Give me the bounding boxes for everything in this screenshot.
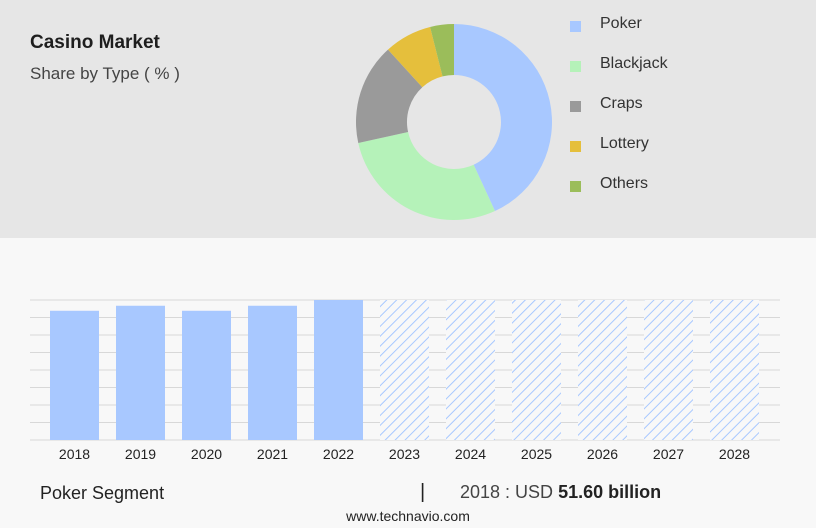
legend-swatch xyxy=(570,21,581,32)
legend-label: Lottery xyxy=(600,135,649,152)
x-tick-label: 2021 xyxy=(257,446,288,462)
website-link[interactable]: www.technavio.com xyxy=(346,508,470,524)
bar-2019 xyxy=(116,305,165,440)
donut-slice-blackjack xyxy=(358,132,495,220)
segment-label: Poker Segment xyxy=(40,483,165,503)
legend-label: Poker xyxy=(600,15,642,32)
legend-label: Others xyxy=(600,175,649,192)
x-tick-label: 2024 xyxy=(455,446,486,462)
legend-swatch xyxy=(570,101,581,112)
x-tick-label: 2020 xyxy=(191,446,222,462)
footer-separator: | xyxy=(420,481,426,503)
donut-slice-craps xyxy=(356,49,423,143)
donut-chart xyxy=(356,24,552,220)
x-tick-label: 2022 xyxy=(323,446,354,462)
x-tick-label: 2019 xyxy=(125,446,156,462)
x-tick-label: 2028 xyxy=(719,446,750,462)
forecast-bar-2024 xyxy=(446,300,495,440)
donut-slice-lottery xyxy=(387,26,443,88)
donut-slice-poker xyxy=(454,24,552,212)
forecast-bar-2027 xyxy=(644,300,693,440)
segment-value: 2018 : USD 51.60 billion xyxy=(460,482,661,503)
legend-swatch xyxy=(570,61,581,72)
segment-year-label: 2018 : USD xyxy=(460,482,554,502)
x-tick-label: 2025 xyxy=(521,446,552,462)
bar-chart: 2018 2019 2020 2021 2022 2023 2024 2025 2026 2027… xyxy=(30,299,780,462)
x-tick-label: 2018 xyxy=(59,446,90,462)
forecast-bar-2028 xyxy=(710,300,759,440)
bar-2022 xyxy=(314,300,363,440)
donut-slice-others xyxy=(430,24,454,77)
forecast-bar-2026 xyxy=(578,300,627,440)
x-tick-label: 2027 xyxy=(653,446,684,462)
forecast-bar-2025 xyxy=(512,300,561,440)
x-tick-label: 2026 xyxy=(587,446,618,462)
chart-title: Casino Market xyxy=(30,32,160,53)
bar-2018 xyxy=(50,310,99,440)
forecast-bar-2023 xyxy=(380,300,429,440)
bar-2021 xyxy=(248,305,297,440)
legend-swatch xyxy=(570,141,581,152)
segment-value-amount: 51.60 billion xyxy=(558,482,662,502)
x-tick-label: 2023 xyxy=(389,446,420,462)
bar-2020 xyxy=(182,310,231,440)
legend-swatch xyxy=(570,181,581,192)
legend-label: Craps xyxy=(600,95,643,112)
chart-subtitle: Share by Type ( % ) xyxy=(30,64,180,83)
legend-label: Blackjack xyxy=(600,55,668,72)
